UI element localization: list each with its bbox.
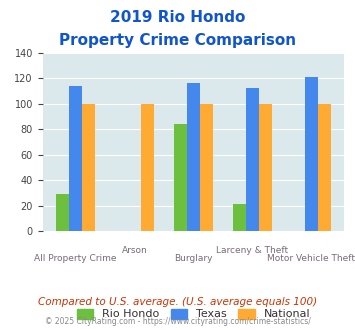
Bar [56,194,69,231]
Text: © 2025 CityRating.com - https://www.cityrating.com/crime-statistics/: © 2025 CityRating.com - https://www.city… [45,317,310,326]
Bar [174,124,187,231]
Text: Arson: Arson [122,246,147,255]
Bar [187,83,200,231]
Bar [69,86,82,231]
Text: All Property Crime: All Property Crime [34,254,117,263]
Bar [233,204,246,231]
Text: Property Crime Comparison: Property Crime Comparison [59,33,296,48]
Text: Larceny & Theft: Larceny & Theft [216,246,288,255]
Bar [305,77,318,231]
Bar [318,104,331,231]
Bar [200,104,213,231]
Text: Compared to U.S. average. (U.S. average equals 100): Compared to U.S. average. (U.S. average … [38,297,317,307]
Bar [259,104,272,231]
Bar [82,104,95,231]
Bar [246,88,259,231]
Text: Burglary: Burglary [174,254,213,263]
Legend: Rio Hondo, Texas, National: Rio Hondo, Texas, National [72,304,315,324]
Bar [141,104,154,231]
Text: Motor Vehicle Theft: Motor Vehicle Theft [267,254,355,263]
Text: 2019 Rio Hondo: 2019 Rio Hondo [110,10,245,25]
